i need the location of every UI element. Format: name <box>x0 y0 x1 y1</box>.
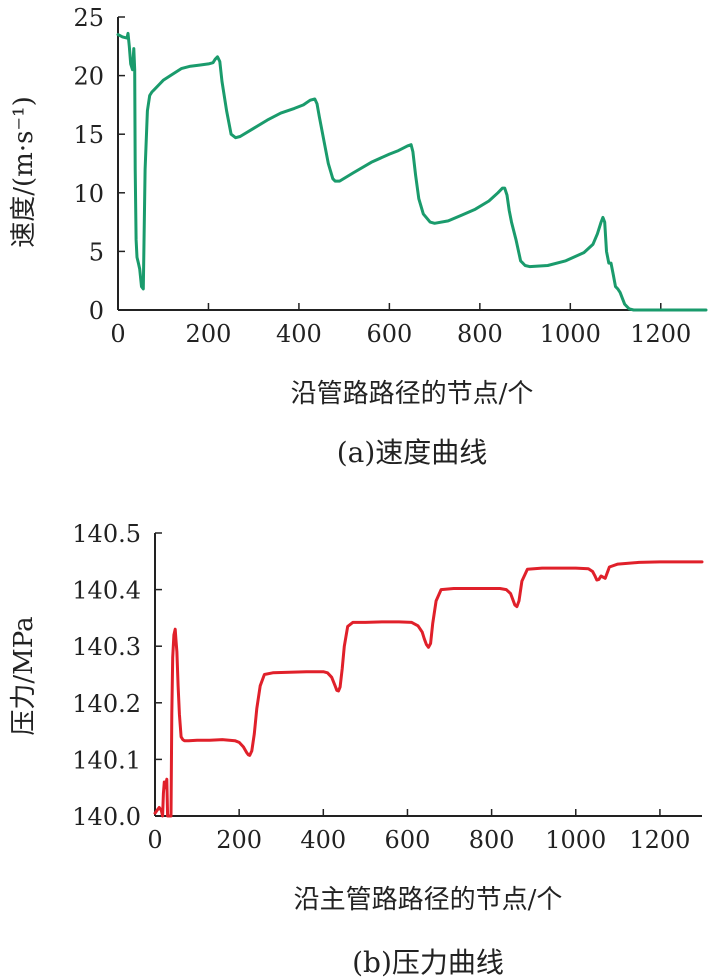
y-ticks: 140.0 140.1 140.2 140.3 140.4 140.5 <box>72 520 162 831</box>
x-tick-label: 400 <box>300 826 346 854</box>
pressure-series-line <box>153 560 704 818</box>
velocity-series-line <box>116 31 708 312</box>
velocity-chart: 0 200 400 600 800 1000 1200 0 5 10 15 20 25 速度/(m·s… <box>9 4 708 469</box>
y-tick-label: 15 <box>73 121 104 149</box>
y-tick-label: 20 <box>73 63 104 91</box>
x-tick-label: 1000 <box>545 826 606 854</box>
x-axis-label: 沿管路路径的节点/个 <box>291 379 534 409</box>
y-tick-label: 140.3 <box>72 633 141 661</box>
x-tick-label: 200 <box>186 320 232 348</box>
y-tick-label: 140.5 <box>72 520 141 548</box>
caption: (b)压力曲线 <box>352 946 504 979</box>
x-ticks: 0 200 400 600 800 1000 1200 <box>147 809 690 854</box>
x-ticks: 0 200 400 600 800 1000 1200 <box>110 303 691 348</box>
y-tick-label: 140.2 <box>72 690 141 718</box>
x-tick-label: 800 <box>457 320 503 348</box>
y-axis-label: 速度/(m·s⁻¹) <box>9 96 39 247</box>
x-tick-label: 200 <box>216 826 262 854</box>
y-tick-label: 140.0 <box>72 803 141 831</box>
x-tick-label: 0 <box>147 826 162 854</box>
y-tick-label: 25 <box>73 4 104 32</box>
caption: (a)速度曲线 <box>337 436 488 469</box>
y-tick-label: 5 <box>89 238 104 266</box>
x-tick-label: 400 <box>276 320 322 348</box>
y-tick-label: 140.1 <box>72 746 141 774</box>
x-tick-label: 0 <box>110 320 125 348</box>
x-tick-label: 800 <box>469 826 515 854</box>
x-tick-label: 600 <box>385 826 431 854</box>
y-ticks: 0 5 10 15 20 25 <box>73 4 125 325</box>
x-tick-label: 1200 <box>630 320 691 348</box>
pressure-chart: 0 200 400 600 800 1000 1200 140.0140.1140.2140… <box>9 520 704 979</box>
y-tick-label: 140.4 <box>72 577 141 605</box>
x-tick-label: 600 <box>366 320 412 348</box>
x-axis-label: 沿主管路路径的节点/个 <box>294 885 563 915</box>
y-tick-label: 0 <box>89 297 104 325</box>
x-tick-label: 1000 <box>540 320 601 348</box>
y-axis-label: 压力/MPa <box>9 616 39 735</box>
x-tick-label: 1200 <box>629 826 690 854</box>
y-tick-label: 10 <box>73 180 104 208</box>
